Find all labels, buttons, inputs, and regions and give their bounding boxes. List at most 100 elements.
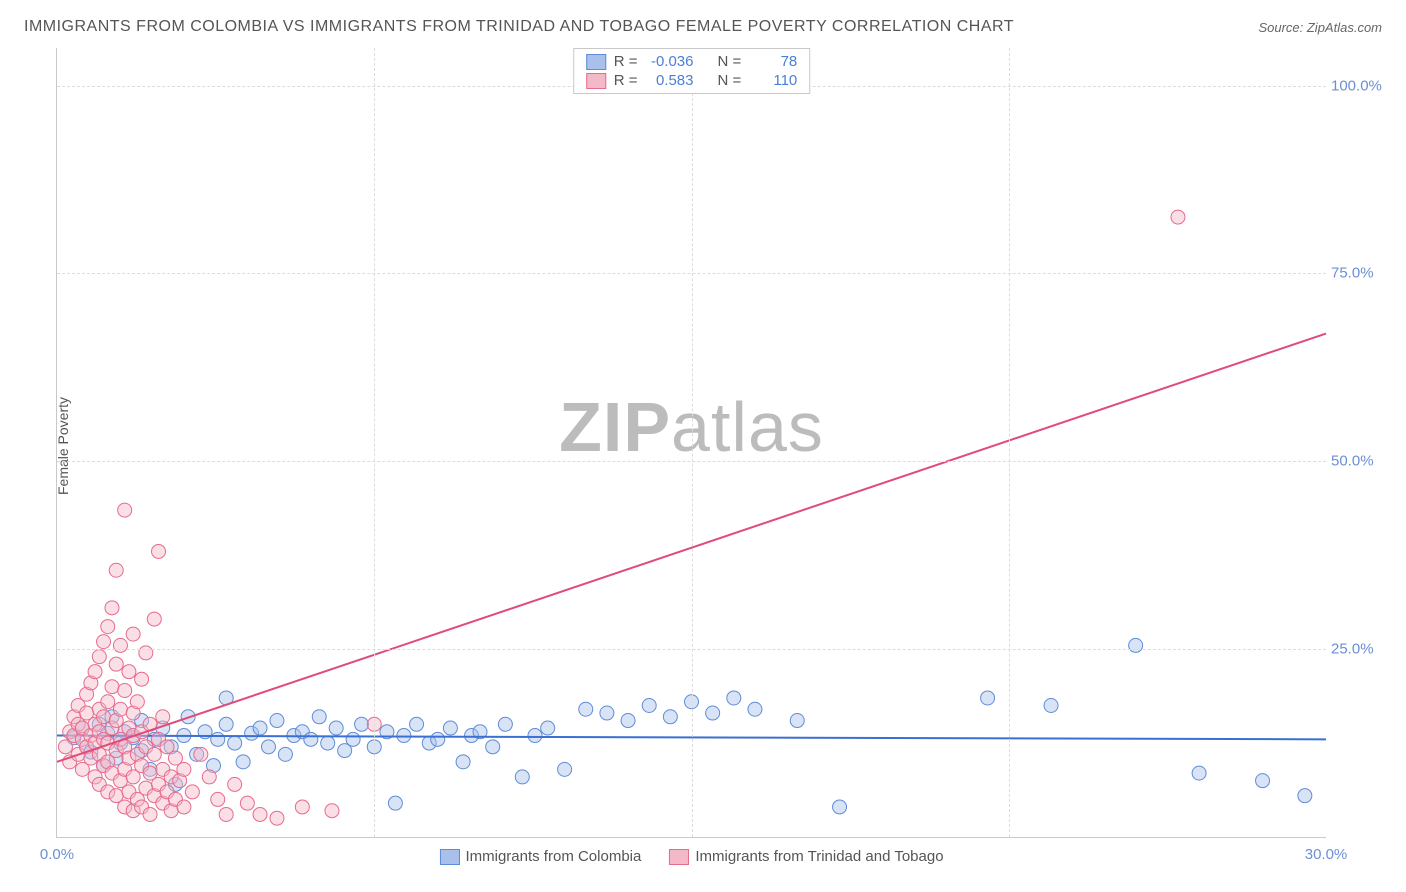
data-point [143,807,157,821]
data-point [147,612,161,626]
legend-item: Immigrants from Colombia [439,848,641,865]
data-point [833,800,847,814]
legend-swatch [669,849,689,865]
data-point [228,777,242,791]
data-point [981,691,995,705]
legend-stats-row: R = -0.036 N = 78 [586,53,798,70]
legend-series: Immigrants from Colombia Immigrants from… [439,848,943,865]
data-point [388,796,402,810]
data-point [152,544,166,558]
n-value: 78 [749,53,797,70]
data-point [321,736,335,750]
data-point [219,807,233,821]
data-point [219,717,233,731]
data-point [431,732,445,746]
data-point [1171,210,1185,224]
data-point [278,747,292,761]
data-point [579,702,593,716]
data-point [105,601,119,615]
data-point [177,800,191,814]
plot-area: ZIPatlas R = -0.036 N = 78 R = 0.583 N =… [56,48,1326,838]
data-point [1129,638,1143,652]
r-label: R = [614,53,638,70]
y-tick-label: 75.0% [1331,265,1386,282]
data-point [355,717,369,731]
data-point [790,714,804,728]
data-point [346,732,360,746]
data-point [194,747,208,761]
chart-title: IMMIGRANTS FROM COLOMBIA VS IMMIGRANTS F… [24,18,1014,36]
data-point [156,710,170,724]
data-point [621,714,635,728]
data-point [253,807,267,821]
data-point [443,721,457,735]
data-point [113,702,127,716]
data-point [456,755,470,769]
data-point [642,699,656,713]
data-point [253,721,267,735]
data-point [295,800,309,814]
data-point [262,740,276,754]
r-value: -0.036 [646,53,694,70]
data-point [88,665,102,679]
data-point [109,657,123,671]
legend-stats-row: R = 0.583 N = 110 [586,72,798,89]
legend-swatch [586,54,606,70]
data-point [486,740,500,754]
data-point [270,811,284,825]
data-point [118,503,132,517]
data-point [101,620,115,634]
data-point [122,665,136,679]
y-tick-label: 100.0% [1331,77,1386,94]
data-point [270,714,284,728]
data-point [236,755,250,769]
data-point [1298,789,1312,803]
r-value: 0.583 [646,72,694,89]
title-bar: IMMIGRANTS FROM COLOMBIA VS IMMIGRANTS F… [24,18,1382,36]
y-tick-label: 50.0% [1331,453,1386,470]
data-point [1192,766,1206,780]
data-point [600,706,614,720]
n-label: N = [718,72,742,89]
data-point [528,729,542,743]
data-point [498,717,512,731]
data-point [105,680,119,694]
source-attribution: Source: ZipAtlas.com [1258,20,1382,35]
data-point [706,706,720,720]
data-point [130,695,144,709]
data-point [118,683,132,697]
data-point [304,732,318,746]
data-point [748,702,762,716]
data-point [325,804,339,818]
data-point [240,796,254,810]
data-point [228,736,242,750]
legend-swatch [586,73,606,89]
data-point [113,638,127,652]
data-point [202,770,216,784]
data-point [515,770,529,784]
data-point [541,721,555,735]
data-point [211,732,225,746]
data-point [101,695,115,709]
data-point [139,646,153,660]
data-point [92,650,106,664]
data-point [727,691,741,705]
data-point [147,747,161,761]
data-point [663,710,677,724]
n-value: 110 [749,72,797,89]
n-label: N = [718,53,742,70]
data-point [185,785,199,799]
legend-item: Immigrants from Trinidad and Tobago [669,848,943,865]
legend-label: Immigrants from Trinidad and Tobago [695,848,943,865]
data-point [312,710,326,724]
data-point [109,563,123,577]
data-point [126,627,140,641]
data-point [1256,774,1270,788]
data-point [410,717,424,731]
data-point [211,792,225,806]
data-point [1044,699,1058,713]
r-label: R = [614,72,638,89]
data-point [558,762,572,776]
legend-swatch [439,849,459,865]
data-point [397,729,411,743]
